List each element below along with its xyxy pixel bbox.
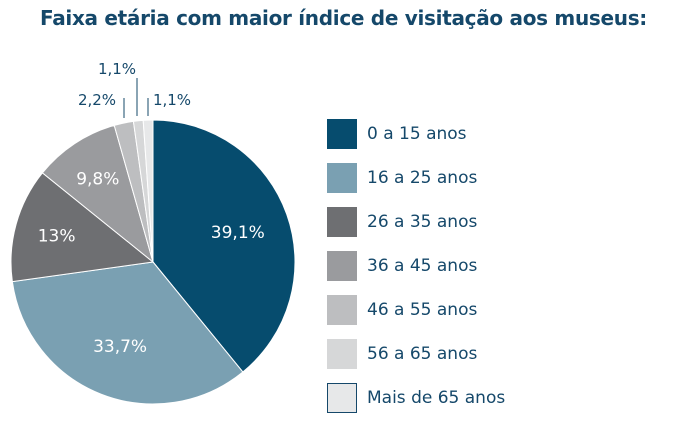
legend-swatch [327,251,357,281]
legend-item: Mais de 65 anos [327,376,505,420]
legend-label: 56 a 65 anos [367,344,478,364]
legend-item: 0 a 15 anos [327,112,505,156]
legend-label: 0 a 15 anos [367,124,467,144]
legend-label: 26 a 35 anos [367,212,478,232]
legend-swatch [327,207,357,237]
legend-swatch [327,163,357,193]
legend: 0 a 15 anos 16 a 25 anos 26 a 35 anos 36 a … [327,112,505,420]
slice-data-label: 33,7% [93,337,147,357]
slice-data-label: 9,8% [76,170,119,190]
pie-slice [11,261,244,405]
legend-swatch [327,119,357,149]
pie-slice [41,124,154,264]
pie-slice [10,172,155,283]
legend-label: 16 a 25 anos [367,168,478,188]
legend-item: 56 a 65 anos [327,332,505,376]
legend-swatch [327,339,357,369]
legend-item: 46 a 55 anos [327,288,505,332]
slice-data-label: 1,1% [153,91,191,109]
slice-data-label: 39,1% [211,223,265,243]
slice-data-label: 1,1% [98,60,136,78]
pie-slice [142,119,154,263]
chart-title: Faixa etária com maior índice de visitaç… [40,6,648,30]
slice-data-label: 13% [38,226,76,246]
pie-slice [152,119,296,373]
legend-label: 36 a 45 anos [367,256,478,276]
legend-label: 46 a 55 anos [367,300,478,320]
legend-item: 36 a 45 anos [327,244,505,288]
legend-swatch [327,295,357,325]
legend-item: 26 a 35 anos [327,200,505,244]
legend-swatch [327,383,357,413]
legend-item: 16 a 25 anos [327,156,505,200]
slice-data-label: 2,2% [78,91,116,109]
legend-label: Mais de 65 anos [367,388,506,408]
